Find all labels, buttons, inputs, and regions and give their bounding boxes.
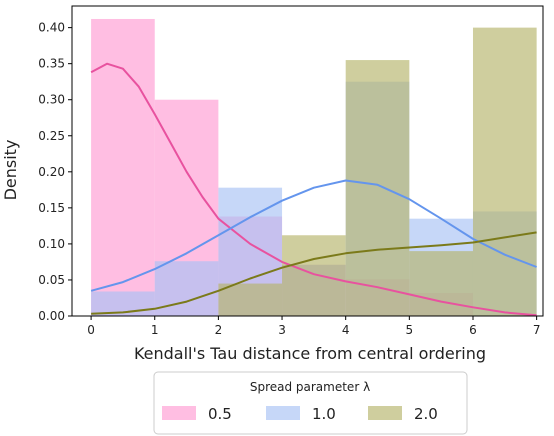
x-tick-label: 0 — [87, 323, 95, 337]
kde-line-2-0 — [91, 231, 537, 315]
y-tick-label: 0.35 — [38, 57, 65, 71]
x-tick-label: 1 — [151, 323, 159, 337]
legend-title: Spread parameter λ — [250, 380, 370, 394]
bar-0-5-bin-0 — [91, 18, 155, 316]
axes: Kendall's Tau distance from central orde… — [1, 5, 544, 363]
kde-line-1-0 — [90, 179, 537, 292]
x-tick-label: 4 — [342, 323, 350, 337]
y-tick-label: 0.30 — [38, 93, 65, 107]
legend-label-1-0: 1.0 — [312, 405, 336, 423]
bar-1-0-bin-1 — [154, 261, 219, 316]
x-tick-label: 5 — [406, 323, 414, 337]
x-tick-label: 3 — [278, 323, 286, 337]
legend-swatch-1-0 — [266, 406, 300, 420]
bar-2-0-bin-3 — [282, 235, 346, 316]
kde-line-0-5 — [90, 62, 537, 317]
y-tick-label: 0.20 — [38, 165, 65, 179]
y-tick-label: 0.05 — [38, 273, 65, 287]
y-tick-label: 0.00 — [38, 309, 65, 323]
legend-label-0-5: 0.5 — [208, 405, 232, 423]
legend-swatch-2-0 — [368, 406, 402, 420]
y-tick-label: 0.15 — [38, 201, 65, 215]
legend: Spread parameter λ 0.5 1.0 2.0 — [153, 371, 468, 435]
x-axis-label: Kendall's Tau distance from central orde… — [134, 344, 486, 363]
x-tick-label: 7 — [533, 323, 541, 337]
bar-2-0-bin-2 — [218, 283, 283, 316]
x-tick-label: 2 — [215, 323, 223, 337]
y-tick-label: 0.10 — [38, 237, 65, 251]
legend-swatch-0-5 — [162, 406, 196, 420]
plot-area — [90, 18, 537, 317]
y-tick-label: 0.40 — [38, 21, 65, 35]
y-tick-label: 0.25 — [38, 129, 65, 143]
plot-frame — [71, 5, 544, 317]
bar-2-0-bin-6 — [472, 27, 537, 317]
x-tick-label: 6 — [469, 323, 477, 337]
bar-2-0-bin-4 — [345, 60, 410, 317]
legend-label-2-0: 2.0 — [414, 405, 438, 423]
y-axis-label: Density — [1, 140, 20, 201]
